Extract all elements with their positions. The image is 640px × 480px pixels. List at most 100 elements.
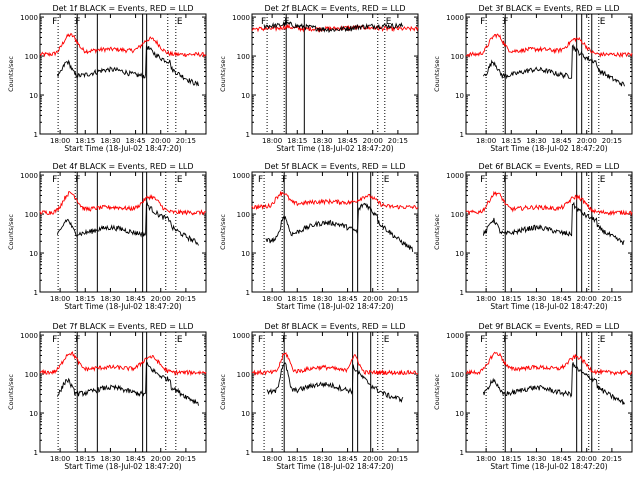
y-tick-label: 100 [451, 211, 464, 219]
x-axis-label: Start Time (18-Jul-02 18:47:20) [64, 144, 181, 153]
series-lld-line [39, 191, 207, 216]
panel-title: Det 4f BLACK = Events, RED = LLD [52, 162, 193, 171]
y-tick-label: 1 [34, 449, 38, 457]
panel-title: Det 5f BLACK = Events, RED = LLD [264, 162, 405, 171]
marker-label: F [261, 17, 266, 27]
y-tick-label: 10 [455, 410, 464, 418]
y-axis-label: Counts/sec [433, 374, 441, 410]
y-tick-label: 10 [29, 250, 38, 258]
x-tick-label: 18:00 [476, 455, 496, 463]
marker-label: F [503, 17, 508, 27]
y-tick-label: 100 [451, 53, 464, 61]
marker-label: F [480, 175, 485, 185]
marker-label: E [384, 335, 390, 345]
marker-label: F [75, 17, 80, 27]
x-tick-label: 20:00 [363, 137, 383, 145]
y-tick-label: 100 [237, 371, 250, 379]
series-events-line [483, 44, 625, 87]
series-lld-line [39, 351, 207, 377]
x-tick-label: 18:00 [262, 455, 282, 463]
panel-det-1: Det 1f BLACK = Events, RED = LLD Counts/s… [7, 4, 207, 153]
x-tick-label: 20:15 [176, 137, 196, 145]
marker-label: F [258, 175, 263, 185]
y-tick-label: 1000 [446, 172, 464, 180]
marker-label: E [177, 175, 183, 185]
x-axis-label: Start Time (18-Jul-02 18:47:20) [276, 462, 393, 471]
x-tick-label: 18:30 [100, 455, 120, 463]
y-tick-label: 1000 [20, 172, 38, 180]
x-axis-label: Start Time (18-Jul-02 18:47:20) [490, 302, 607, 311]
panel-title: Det 2f BLACK = Events, RED = LLD [264, 4, 405, 13]
panel-det-2: Det 2f BLACK = Events, RED = LLD Counts/s… [219, 4, 419, 153]
x-tick-label: 18:30 [526, 137, 546, 145]
y-tick-label: 10 [241, 250, 250, 258]
x-axis-label: Start Time (18-Jul-02 18:47:20) [276, 302, 393, 311]
y-axis-label: Counts/sec [7, 56, 15, 92]
x-axis-label: Start Time (18-Jul-02 18:47:20) [490, 144, 607, 153]
x-axis-label: Start Time (18-Jul-02 18:47:20) [490, 462, 607, 471]
y-tick-label: 1000 [20, 14, 38, 22]
panel-det-6: Det 6f BLACK = Events, RED = LLD Counts/s… [433, 162, 633, 311]
x-axis-label: Start Time (18-Jul-02 18:47:20) [64, 302, 181, 311]
x-tick-label: 20:00 [577, 137, 597, 145]
series-events-line [263, 20, 404, 34]
y-tick-label: 1 [34, 131, 38, 139]
x-tick-label: 18:00 [262, 295, 282, 303]
x-tick-label: 20:15 [176, 455, 196, 463]
series-events-line [56, 201, 199, 246]
series-events-line [482, 362, 625, 405]
marker-label: F [282, 175, 287, 185]
x-tick-label: 20:15 [388, 455, 408, 463]
y-tick-label: 100 [237, 211, 250, 219]
x-tick-label: 18:45 [551, 137, 571, 145]
y-tick-label: 1 [460, 449, 464, 457]
marker-label: E [386, 17, 392, 27]
x-tick-label: 18:45 [125, 137, 145, 145]
y-tick-label: 1 [246, 131, 250, 139]
x-tick-label: 18:00 [476, 137, 496, 145]
x-tick-label: 20:15 [176, 295, 196, 303]
marker-label: F [75, 175, 80, 185]
x-tick-label: 18:15 [501, 137, 521, 145]
y-tick-label: 100 [237, 53, 250, 61]
x-tick-label: 20:15 [602, 455, 622, 463]
marker-label: F [480, 17, 485, 27]
plot-frame [251, 171, 419, 293]
x-tick-label: 18:00 [50, 295, 70, 303]
y-tick-label: 10 [241, 92, 250, 100]
panel-title: Det 7f BLACK = Events, RED = LLD [52, 322, 193, 331]
y-tick-label: 100 [25, 211, 38, 219]
x-tick-label: 18:15 [287, 295, 307, 303]
series-events-line [265, 202, 414, 252]
panel-title: Det 1f BLACK = Events, RED = LLD [52, 4, 193, 13]
panel-det-9: Det 9f BLACK = Events, RED = LLD Counts/s… [433, 322, 633, 471]
series-events-line [56, 45, 199, 87]
x-tick-label: 20:00 [577, 455, 597, 463]
plot-frame [251, 13, 419, 135]
x-tick-label: 20:00 [363, 455, 383, 463]
panel-title: Det 9f BLACK = Events, RED = LLD [478, 322, 619, 331]
y-tick-label: 1 [460, 289, 464, 297]
series-events-line [482, 201, 625, 246]
marker-label: E [177, 335, 183, 345]
marker-label: E [600, 335, 606, 345]
x-tick-label: 18:30 [526, 295, 546, 303]
y-tick-label: 100 [451, 371, 464, 379]
x-tick-label: 18:30 [100, 137, 120, 145]
series-events-line [56, 361, 199, 406]
x-tick-label: 18:00 [476, 295, 496, 303]
plot-frame [465, 171, 633, 293]
marker-label: F [52, 175, 57, 185]
x-tick-label: 18:15 [75, 295, 95, 303]
panel-title: Det 6f BLACK = Events, RED = LLD [478, 162, 619, 171]
x-axis-label: Start Time (18-Jul-02 18:47:20) [64, 462, 181, 471]
marker-label: F [52, 335, 57, 345]
marker-label: F [75, 335, 80, 345]
x-tick-label: 18:15 [501, 295, 521, 303]
x-tick-label: 20:15 [388, 295, 408, 303]
y-tick-label: 1000 [20, 332, 38, 340]
x-tick-label: 18:15 [501, 455, 521, 463]
y-axis-label: Counts/sec [433, 214, 441, 250]
series-events-line [266, 362, 404, 404]
